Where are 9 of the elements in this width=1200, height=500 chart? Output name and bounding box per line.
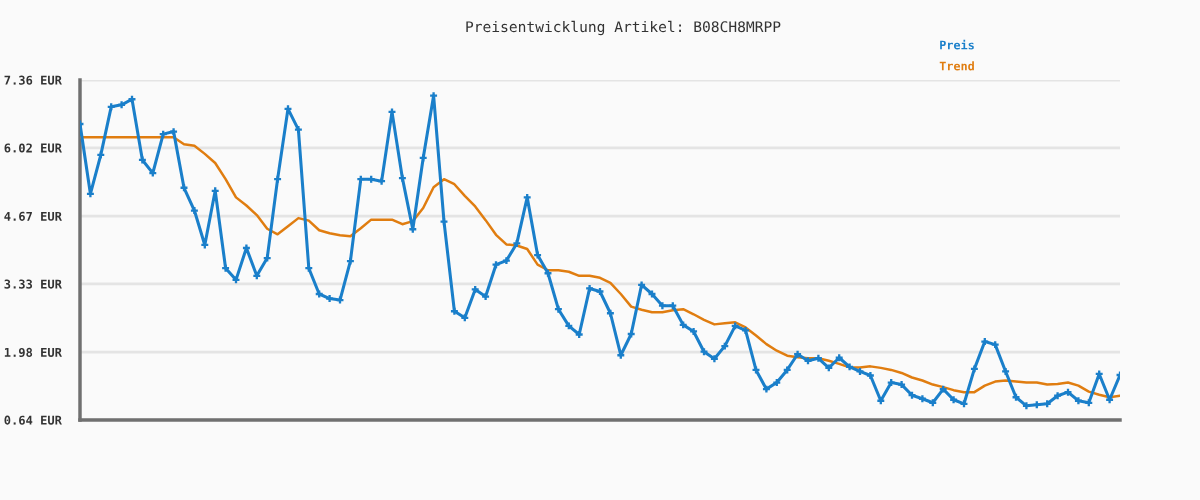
chart-title: Preisentwicklung Artikel: B08CH8MRPP (466, 20, 781, 36)
y-tick-label: 4.67 EUR (4, 211, 62, 221)
text: Preis (940, 39, 974, 50)
text: Trend (939, 61, 974, 71)
y-tick-label: 7.36 EUR (4, 75, 62, 85)
y-tick-label: 0.64 EUR (4, 415, 62, 425)
y-tick-label: 3.33 EUR (4, 279, 62, 289)
y-tick-label: 6.02 EUR (4, 143, 62, 153)
y-tick-label: 1.98 EUR (4, 347, 62, 358)
